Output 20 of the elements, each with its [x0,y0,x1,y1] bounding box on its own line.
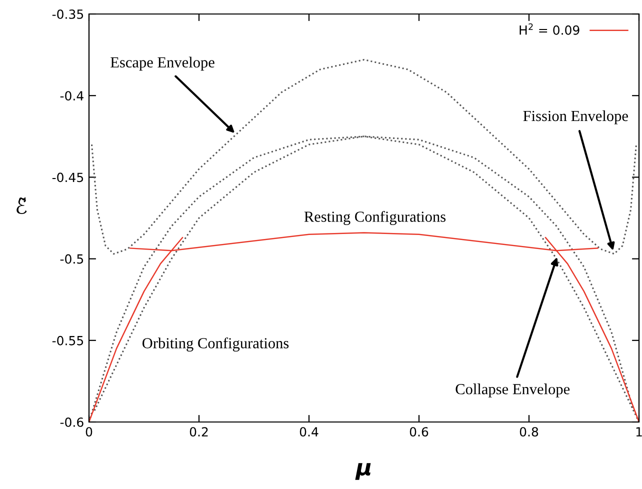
x-tick-label: 0.8 [520,427,538,437]
x-tick-label: 0.6 [410,427,428,437]
annotation: Fission Envelope [523,110,628,124]
annotation: Orbiting Configurations [142,337,289,352]
y-axis-title: ℰ̃ [16,197,27,214]
x-tick-label: 0.4 [300,427,318,437]
legend-label: H$^{2}$ = 0.09 [520,23,580,35]
y-tick-label: -0.4 [60,91,84,101]
x-tick-label: 1 [636,427,642,436]
y-tick-label: -0.45 [52,172,84,182]
x-tick-label: 0.2 [190,427,208,437]
x-tick-label: 0 [86,427,92,437]
annotation: Collapse Envelope [456,384,570,398]
y-tick-label: -0.6 [60,417,84,427]
y-tick-label: -0.55 [52,336,84,346]
x-axis-title: μ [355,463,371,480]
y-tick-label: -0.35 [52,9,84,19]
annotation: Escape Envelope [110,56,214,71]
annotation: Resting Configurations [304,210,446,226]
y-tick-label: -0.5 [60,254,84,264]
